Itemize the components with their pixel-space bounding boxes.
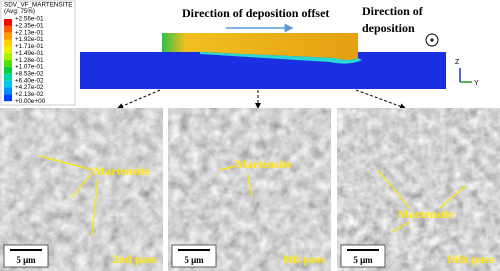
offset-label: Direction of deposition offset: [182, 6, 329, 20]
legend-label: +2.13e-02: [15, 91, 44, 98]
legend-title: SDV_VF_MARTENSITE: [4, 2, 72, 9]
legend-label: +6.40e-02: [15, 77, 44, 84]
micrographs: Martensite 5 μm 2nd pass Martensite 5 μm 8th …: [0, 108, 500, 271]
legend-label: +1.49e-01: [15, 50, 44, 57]
deposition-label-2: deposition: [362, 21, 415, 35]
legend-label: +2.56e-01: [15, 16, 44, 23]
micrograph: [337, 108, 500, 271]
legend-label: +1.92e-01: [15, 36, 44, 43]
legend-swatch: [4, 19, 12, 26]
legend-label: +8.53e-02: [15, 70, 44, 77]
legend-swatch: [4, 46, 12, 54]
legend-swatch: [4, 53, 12, 61]
y-label: Y: [474, 80, 479, 87]
scale-label: 5 μm: [353, 255, 373, 265]
annotation-line: [91, 179, 99, 237]
deposit: [162, 33, 358, 60]
annotation-line: [377, 169, 411, 209]
annotation-line: [439, 185, 467, 209]
legend-swatch: [4, 80, 12, 88]
legend-swatch: [4, 66, 12, 74]
deposition-label-1: Direction of: [362, 4, 424, 18]
annotation: Martensite: [94, 164, 151, 178]
legend-swatch: [4, 94, 12, 102]
legend-label: +1.07e-01: [15, 64, 44, 71]
simulation: Direction of deposition offset Direction…: [80, 4, 479, 110]
annotation-line: [71, 171, 94, 199]
micrograph: [0, 108, 163, 271]
annotation-line: [219, 165, 237, 171]
pass-label: 8th pass: [283, 252, 325, 266]
legend-swatch: [4, 73, 12, 81]
legend-label: +4.27e-02: [15, 84, 44, 91]
annotation-line: [247, 173, 253, 197]
scale-label: 5 μm: [184, 255, 204, 265]
heat-zone: [200, 52, 362, 64]
legend-swatch: [4, 39, 12, 47]
pass-label: 2nd pass: [113, 252, 158, 266]
annotation: Martensite: [398, 207, 455, 221]
direction-symbol: [425, 33, 439, 47]
pointer: [117, 89, 161, 109]
legend-swatch: [4, 60, 12, 67]
legend-label: +1.28e-01: [15, 57, 44, 64]
substrate: [80, 52, 446, 89]
scale-label: 5 μm: [16, 255, 36, 265]
legend-swatch: [4, 87, 12, 95]
legend-label: +2.35e-01: [15, 23, 44, 30]
legend-swatch: [4, 25, 12, 33]
pointer: [355, 89, 406, 110]
legend: SDV_VF_MARTENSITE (Avg: 75%) +2.56e-01+2…: [0, 0, 76, 106]
legend-swatch: [4, 32, 12, 40]
pass-label: 16th pass: [446, 252, 494, 266]
legend-box: [0, 0, 76, 106]
micrograph: [168, 108, 331, 271]
legend-label: +2.13e-01: [15, 29, 44, 36]
legend-subtitle: (Avg: 75%): [4, 8, 35, 15]
annotation: Martensite: [236, 157, 293, 171]
annotation-line: [391, 221, 411, 233]
z-label: Z: [455, 59, 460, 66]
legend-label: +1.71e-01: [15, 43, 44, 50]
legend-label: +0.00e+00: [15, 98, 46, 105]
direction-dot: [430, 38, 434, 42]
annotation-line: [39, 155, 94, 171]
